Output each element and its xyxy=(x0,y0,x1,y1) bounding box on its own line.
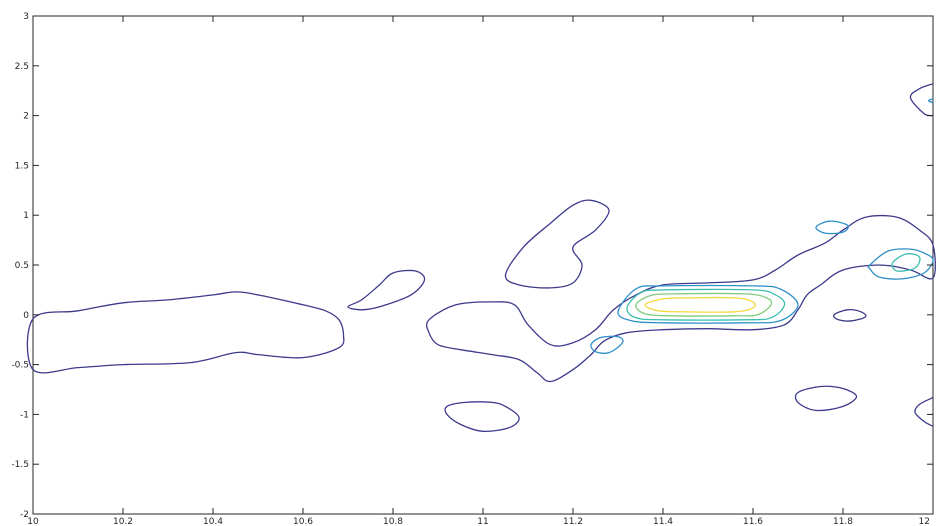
axis-ticks xyxy=(32,15,934,515)
contour-line-level-2 xyxy=(867,248,934,280)
x-tick-label: 10.4 xyxy=(203,517,223,526)
contour-line-level-1 xyxy=(832,309,867,322)
contour-line-level-2 xyxy=(590,335,624,354)
y-tick-label: 1.5 xyxy=(15,161,29,171)
y-tick-label: 1 xyxy=(23,211,29,221)
contour-line-level-3 xyxy=(626,288,786,321)
contour-line-level-2 xyxy=(927,98,934,104)
y-tick-label: -1.5 xyxy=(11,460,29,470)
y-tick-label: 3 xyxy=(23,12,29,22)
y-tick-label: 2.5 xyxy=(15,62,29,72)
y-tick-label: -1 xyxy=(20,410,29,420)
x-tick-label: 11.8 xyxy=(833,517,853,526)
contour-line-level-1 xyxy=(914,396,934,427)
x-tick-label: 10.2 xyxy=(113,517,133,526)
x-tick-label: 11 xyxy=(477,517,488,526)
y-axis-tick-labels: -2 -1.5 -1 -0.5 0 0.5 1 1.5 2 2.5 3 xyxy=(11,12,29,520)
y-tick-label: 0 xyxy=(23,311,29,321)
x-tick-label: 10.6 xyxy=(293,517,313,526)
x-tick-label: 10 xyxy=(27,517,39,526)
y-tick-label: 0.5 xyxy=(15,261,29,271)
contour-line-level-1 xyxy=(794,385,858,412)
contour-line-level-5 xyxy=(644,296,756,313)
plot-area xyxy=(32,15,934,515)
contour-line-level-1 xyxy=(347,269,426,311)
contour-line-level-1 xyxy=(425,214,936,383)
y-tick-label: 2 xyxy=(23,112,29,122)
x-tick-label: 11.4 xyxy=(653,517,673,526)
contour-line-level-1 xyxy=(504,199,610,289)
contour-line-level-4 xyxy=(635,292,773,317)
x-axis-tick-labels: 10 10.2 10.4 10.6 10.8 11 11.2 11.4 11.6 11.8 12 xyxy=(27,517,930,526)
contour-line-level-2 xyxy=(617,284,799,324)
x-tick-label: 11.6 xyxy=(743,517,763,526)
y-tick-label: -2 xyxy=(20,510,29,520)
x-tick-label: 11.2 xyxy=(563,517,583,526)
x-tick-label: 10.8 xyxy=(383,517,403,526)
contour-line-level-3 xyxy=(891,253,921,272)
x-tick-label: 12 xyxy=(919,517,930,526)
contour-line-level-1 xyxy=(26,291,345,374)
contour-line-level-2 xyxy=(815,220,849,235)
contour-line-level-1 xyxy=(444,401,520,433)
contour-layer xyxy=(26,83,936,433)
y-tick-label: -0.5 xyxy=(11,361,29,371)
